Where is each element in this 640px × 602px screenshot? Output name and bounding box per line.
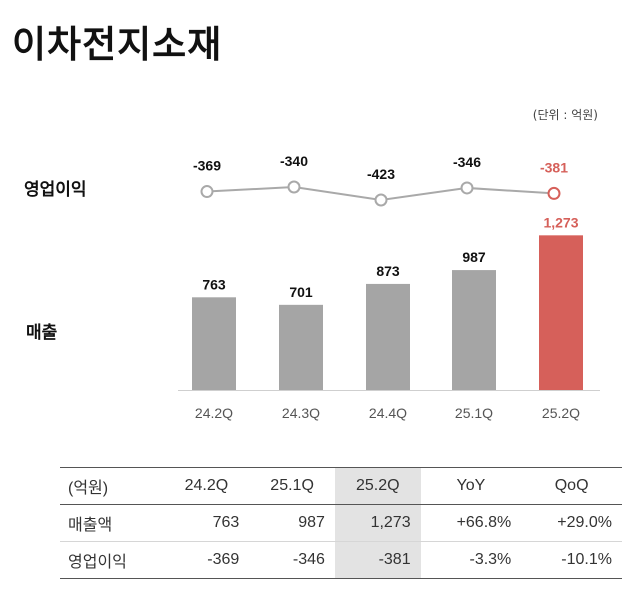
- table-cell: 987: [249, 504, 335, 542]
- table-row-label: 매출액: [60, 504, 164, 542]
- operating-profit-data-label: -369: [193, 158, 221, 174]
- category-tick-label: 25.1Q: [455, 405, 493, 421]
- summary-table: (억원) 24.2Q 25.1Q 25.2Q YoY QoQ 매출액 763 9…: [60, 467, 622, 579]
- sales-bar: [279, 304, 323, 390]
- operating-profit-data-label: -381: [540, 159, 568, 175]
- table-cell: -3.3%: [469, 551, 512, 568]
- table-header-cell: YoY: [456, 477, 486, 494]
- table-cell: -10.1%: [561, 551, 612, 568]
- table-cell-highlight: -381: [334, 541, 421, 579]
- sales-data-label: 987: [462, 249, 486, 265]
- table-header-cell: 25.1Q: [270, 477, 314, 494]
- operating-profit-data-label: -340: [280, 153, 308, 169]
- table-header-cell: 24.2Q: [184, 477, 229, 494]
- table-cell: -346: [292, 551, 325, 568]
- operating-profit-series-label: 영업이익: [24, 180, 87, 200]
- sales-data-label: 873: [376, 263, 400, 279]
- table-cell: +66.8%: [420, 504, 522, 542]
- table-header-unit: (억원): [68, 480, 109, 497]
- sales-bar: [539, 235, 583, 390]
- operating-profit-point: [460, 181, 474, 195]
- table-header-cell-highlight: 25.2Q: [334, 467, 421, 505]
- sales-data-label: 1,273: [543, 214, 578, 230]
- sales-data-label: 701: [289, 284, 313, 300]
- sales-bar: [452, 270, 496, 390]
- unit-note: (단위 : 억원): [532, 108, 598, 122]
- table-row-label: 영업이익: [68, 554, 127, 571]
- operating-profit-point: [547, 186, 561, 200]
- sales-bar: [192, 297, 236, 390]
- operating-profit-point: [287, 180, 301, 194]
- sales-data-label: 763: [202, 276, 226, 292]
- table-cell: +29.0%: [521, 504, 622, 542]
- table-cell-highlight: 1,273: [334, 504, 421, 542]
- category-tick-label: 24.2Q: [195, 405, 233, 421]
- page-title: 이차전지소재: [12, 23, 223, 66]
- sales-series-label: 매출: [26, 323, 58, 343]
- table-header-row: (억원) 24.2Q 25.1Q 25.2Q YoY QoQ: [60, 467, 622, 505]
- operating-profit-data-label: -346: [453, 154, 481, 170]
- operating-profit-point: [200, 185, 214, 199]
- category-tick-label: 25.2Q: [542, 405, 580, 421]
- category-tick-label: 24.3Q: [282, 405, 320, 421]
- table-row-sales: 매출액 763 987 1,273 +66.8% +29.0%: [60, 504, 622, 542]
- operating-profit-point: [374, 193, 388, 207]
- table-row-operating-profit: 영업이익 -369 -346 -381 -3.3% -10.1%: [60, 541, 622, 579]
- table-header-cell: QoQ: [554, 477, 589, 494]
- category-tick-label: 24.4Q: [369, 405, 407, 421]
- table-cell: 763: [163, 504, 250, 542]
- table-cell: -369: [207, 551, 240, 568]
- sales-bar: [366, 283, 410, 390]
- chart-svg: 763 701 873 987 1,273 24.2Q 24.3Q 24.4Q 25.1Q 25.…: [178, 153, 600, 421]
- operating-profit-data-label: -423: [367, 166, 395, 182]
